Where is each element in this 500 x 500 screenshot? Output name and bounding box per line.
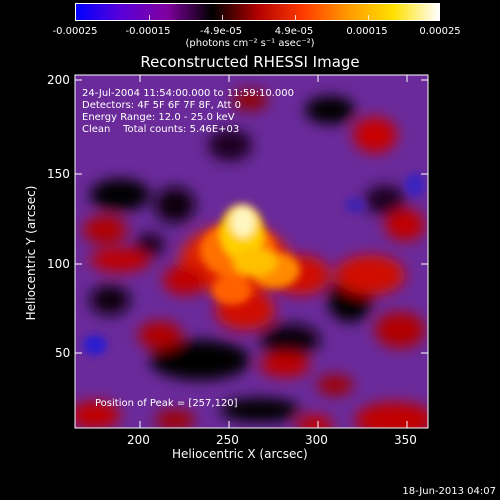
y-tick-label: 50 <box>55 346 71 360</box>
colorbar-tick-label: -0.00025 <box>52 26 98 37</box>
colorbar <box>75 3 440 21</box>
info-time: 24-Jul-2004 11:54:00.000 to 11:59:10.000 <box>82 88 294 99</box>
colorbar-units: (photons cm⁻² s⁻¹ asec⁻²) <box>185 38 315 49</box>
colorbar-tick <box>368 15 369 20</box>
colorbar-tick-label: 4.9e-05 <box>274 26 314 37</box>
x-axis-label: Heliocentric X (arcsec) <box>172 447 308 461</box>
colorbar-tick-label: -4.9e-05 <box>200 26 242 37</box>
colorbar-tick <box>295 15 296 20</box>
y-tick-label: 200 <box>47 73 70 87</box>
x-tick-label: 200 <box>127 433 150 447</box>
y-axis-label: Heliocentric Y (arcsec) <box>24 185 38 321</box>
x-tick-label: 300 <box>305 433 328 447</box>
x-tick-label: 250 <box>216 433 239 447</box>
colorbar-tick-label: 0.00015 <box>346 26 388 37</box>
info-clean: Clean Total counts: 5.46E+03 <box>82 124 240 135</box>
colorbar-tick-label: -0.00015 <box>125 26 171 37</box>
peak-position: Position of Peak = [257,120] <box>95 398 238 409</box>
image-title: Reconstructed RHESSI Image <box>140 53 360 71</box>
timestamp: 18-Jun-2013 04:07 <box>402 486 496 497</box>
info-energy: Energy Range: 12.0 - 25.0 keV <box>82 112 235 123</box>
y-tick-label: 100 <box>47 257 70 271</box>
x-tick-label: 350 <box>394 433 417 447</box>
colorbar-tick-label: 0.00025 <box>419 26 461 37</box>
colorbar-tick <box>149 15 150 20</box>
colorbar-tick <box>222 15 223 20</box>
y-tick-label: 150 <box>47 167 70 181</box>
info-detectors: Detectors: 4F 5F 6F 7F 8F, Att 0 <box>82 100 242 111</box>
